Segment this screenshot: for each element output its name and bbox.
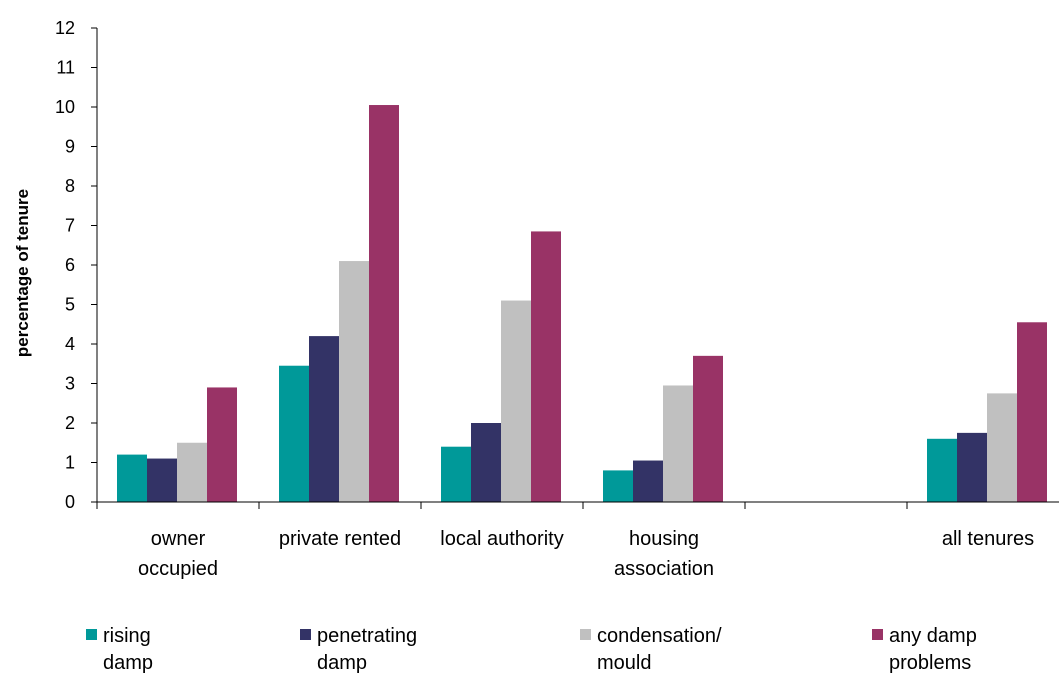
x-category-label: all tenures <box>942 528 1034 550</box>
legend-swatch <box>580 629 591 640</box>
legend-swatch <box>872 629 883 640</box>
y-tick-label: 6 <box>65 255 75 275</box>
y-tick-label: 7 <box>65 216 75 236</box>
bar-series-2-category-6 <box>957 432 987 502</box>
x-category-label: local authority <box>440 528 563 550</box>
y-tick-label: 5 <box>65 295 75 315</box>
bars-layer <box>117 105 1047 503</box>
y-tick-label: 9 <box>65 137 75 157</box>
bar-series-3-category-3 <box>501 300 531 502</box>
legend-label: problems <box>889 652 971 674</box>
legend-label: penetrating <box>317 625 417 647</box>
y-tick-label: 12 <box>55 18 75 38</box>
bar-series-4-category-1 <box>207 387 237 502</box>
y-tick-label: 4 <box>65 334 75 354</box>
bar-series-4-category-3 <box>531 231 561 503</box>
legend-label: any damp <box>889 625 977 647</box>
bar-series-1-category-6 <box>927 438 957 502</box>
bar-series-2-category-4 <box>633 460 663 502</box>
y-tick-label: 10 <box>55 97 75 117</box>
bar-series-1-category-4 <box>603 470 633 502</box>
bar-series-4-category-2 <box>369 105 399 503</box>
bar-series-3-category-6 <box>987 393 1017 502</box>
y-tick-label: 8 <box>65 176 75 196</box>
bar-series-2-category-2 <box>309 336 339 502</box>
bar-series-3-category-2 <box>339 261 369 502</box>
x-category-label: occupied <box>138 558 218 580</box>
legend-label: condensation/ <box>597 625 722 647</box>
bar-series-1-category-2 <box>279 365 309 502</box>
y-axis-title: percentage of tenure <box>13 189 32 357</box>
bar-series-2-category-3 <box>471 423 501 502</box>
bar-series-2-category-1 <box>147 458 177 502</box>
legend-label: damp <box>317 652 367 674</box>
legend-swatch <box>86 629 97 640</box>
legend-label: damp <box>103 652 153 674</box>
x-category-label: housing <box>629 528 699 550</box>
bar-series-4-category-6 <box>1017 322 1047 502</box>
bar-series-3-category-1 <box>177 442 207 502</box>
y-tick-label: 1 <box>65 453 75 473</box>
y-tick-label: 3 <box>65 374 75 394</box>
y-tick-label: 2 <box>65 413 75 433</box>
legend-label: rising <box>103 625 151 647</box>
legend-label: mould <box>597 652 651 674</box>
legend: rising damp penetrating damp condensation/mo… <box>86 625 977 674</box>
y-tick-label: 0 <box>65 492 75 512</box>
bar-series-1-category-3 <box>441 446 471 502</box>
x-category-label: owner <box>151 528 206 550</box>
legend-swatch <box>300 629 311 640</box>
axes-layer <box>91 27 1059 509</box>
bar-series-1-category-1 <box>117 454 147 502</box>
y-tick-label: 11 <box>56 58 75 78</box>
bar-series-4-category-4 <box>693 355 723 502</box>
bar-series-3-category-4 <box>663 385 693 502</box>
x-category-label: association <box>614 558 714 580</box>
x-category-label: private rented <box>279 528 401 550</box>
